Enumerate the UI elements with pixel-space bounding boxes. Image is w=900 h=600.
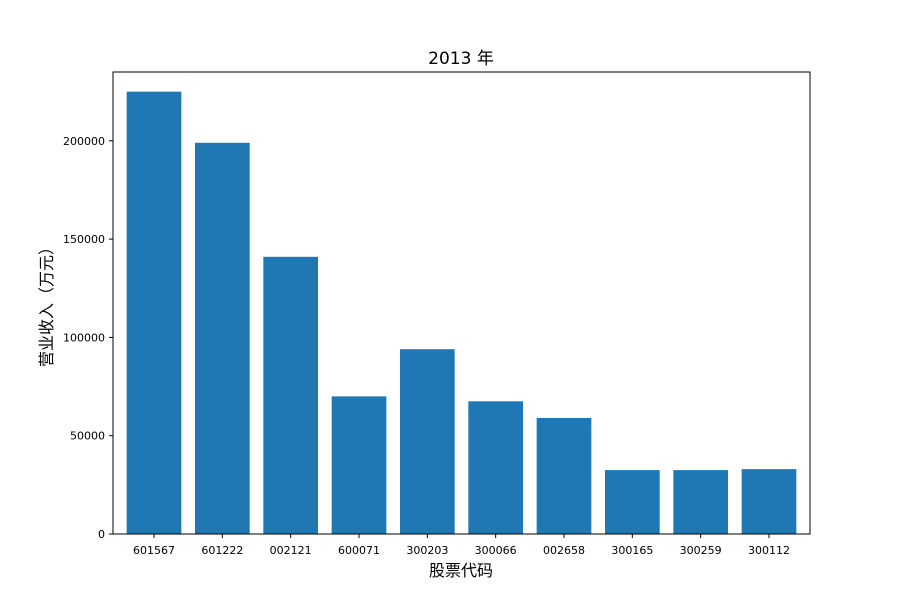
y-tick-label: 150000 bbox=[63, 233, 105, 246]
bar-300112 bbox=[741, 469, 797, 534]
axes-frame bbox=[112, 71, 811, 535]
y-tick-label: 0 bbox=[98, 528, 105, 541]
y-axis-ticks: 0 50000 100000 150000 200000 bbox=[63, 135, 113, 541]
bar-601222 bbox=[195, 142, 250, 534]
y-tick-label: 100000 bbox=[63, 331, 105, 344]
y-tick-label: 50000 bbox=[70, 430, 105, 443]
x-axis-ticks: 601567 601222 002121 600071 300203 300066 0026… bbox=[133, 534, 790, 557]
x-tick-label: 002658 bbox=[543, 544, 585, 557]
bars-group bbox=[126, 91, 797, 534]
bar-002658 bbox=[536, 418, 592, 534]
bar-300259 bbox=[673, 470, 728, 534]
bar-601567 bbox=[126, 91, 182, 534]
x-tick-label: 600071 bbox=[338, 544, 380, 557]
x-tick-label: 601222 bbox=[201, 544, 243, 557]
x-tick-label: 300203 bbox=[406, 544, 448, 557]
x-tick-label: 300165 bbox=[611, 544, 653, 557]
bar-002121 bbox=[263, 256, 318, 534]
x-axis-title: 股票代码 bbox=[429, 561, 493, 580]
y-tick-label: 200000 bbox=[63, 135, 105, 148]
x-tick-label: 601567 bbox=[133, 544, 175, 557]
bar-300066 bbox=[468, 401, 523, 534]
x-tick-label: 300066 bbox=[475, 544, 517, 557]
x-tick-label: 300112 bbox=[748, 544, 790, 557]
y-axis-title: 营业收入（万元） bbox=[37, 239, 56, 367]
bar-600071 bbox=[331, 396, 387, 534]
x-tick-label: 002121 bbox=[270, 544, 312, 557]
bar-300165 bbox=[605, 470, 660, 534]
chart-title: 2013 年 bbox=[428, 49, 494, 69]
x-tick-label: 300259 bbox=[680, 544, 722, 557]
bar-300203 bbox=[400, 349, 455, 534]
